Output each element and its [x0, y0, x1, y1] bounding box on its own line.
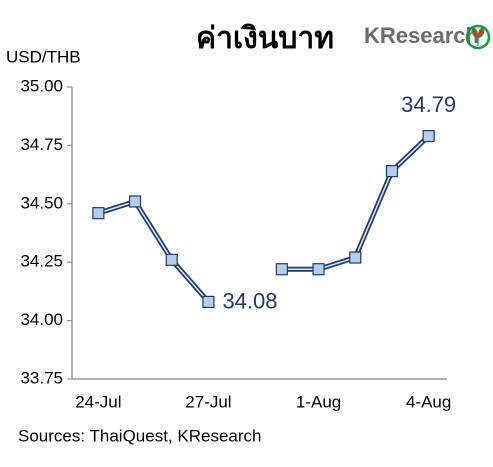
source-note: Sources: ThaiQuest, KResearch	[18, 426, 261, 445]
marker	[275, 263, 288, 276]
marker	[165, 253, 178, 266]
marker	[128, 195, 142, 208]
y-axis-title: USD/THB	[6, 47, 81, 66]
x-tick-label: 27-Jul	[185, 392, 231, 411]
marker	[385, 164, 399, 178]
chart-title: ค่าเงินบาท	[196, 22, 334, 55]
y-tick-label: 33.75	[20, 368, 63, 387]
logo-icon	[465, 24, 491, 50]
x-tick-label: 24-Jul	[75, 392, 121, 411]
marker	[422, 129, 435, 143]
data-label: 34.08	[222, 289, 277, 314]
y-tick-label: 34.50	[20, 193, 63, 212]
marker	[312, 263, 325, 276]
x-tick-label: 1-Aug	[296, 392, 341, 411]
x-tick-label: 4-Aug	[406, 392, 451, 411]
y-tick-label: 35.00	[20, 76, 63, 95]
marker	[202, 295, 215, 309]
logo: KResearch	[364, 23, 479, 48]
marker	[92, 207, 105, 220]
data-label: 34.79	[401, 92, 456, 117]
y-tick-label: 34.25	[20, 252, 63, 271]
line-shadow	[97, 134, 431, 304]
y-tick-label: 34.75	[20, 135, 63, 154]
marker	[349, 251, 362, 264]
y-tick-label: 34.00	[20, 310, 63, 329]
